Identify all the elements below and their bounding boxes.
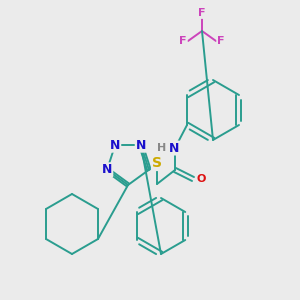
Text: S: S xyxy=(152,156,162,170)
Text: N: N xyxy=(110,139,120,152)
Text: F: F xyxy=(179,36,187,46)
Text: N: N xyxy=(102,163,112,176)
Text: H: H xyxy=(158,143,166,153)
Text: N: N xyxy=(136,139,146,152)
Text: F: F xyxy=(217,36,225,46)
Text: O: O xyxy=(196,174,206,184)
Text: N: N xyxy=(169,142,179,154)
Text: F: F xyxy=(198,8,206,18)
